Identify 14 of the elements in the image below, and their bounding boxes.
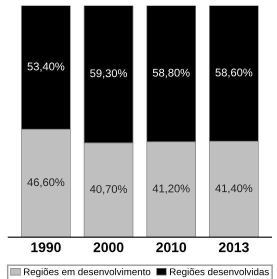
data-label: 58,60%: [215, 68, 252, 78]
data-label: 40,70%: [90, 185, 128, 194]
data-label: 46,60%: [27, 178, 64, 188]
data-label: 41,20%: [152, 184, 190, 194]
x-tick-label: 1990: [31, 242, 61, 252]
data-label: 58,80%: [152, 68, 190, 78]
data-label: 41,40%: [215, 184, 252, 194]
data-label: 59,30%: [90, 69, 128, 79]
x-tick-label: 2000: [94, 242, 124, 252]
data-label: 53,40%: [28, 62, 64, 72]
legend-label: Regiões em desenvolvimento: [24, 268, 150, 278]
legend-label: Regiões desenvolvidas: [170, 268, 269, 278]
x-tick-label: 2010: [156, 242, 186, 252]
x-tick-label: 2013: [218, 242, 249, 252]
